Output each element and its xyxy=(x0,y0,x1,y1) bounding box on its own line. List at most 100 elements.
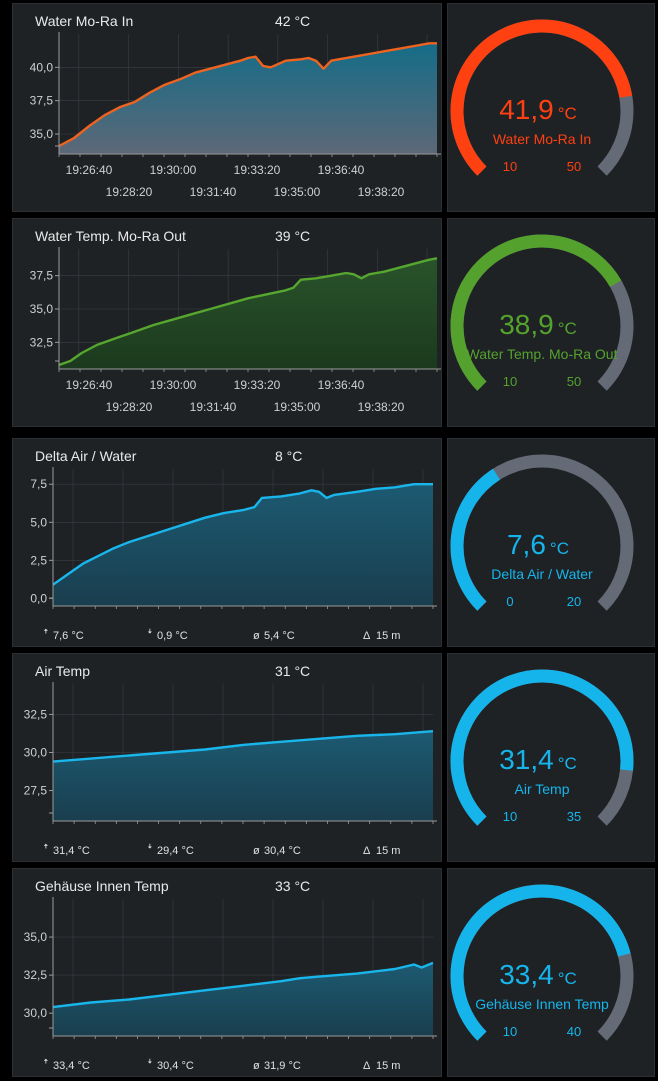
gauge-value-number: 33,4 xyxy=(499,959,554,990)
y-tick-label: 35,0 xyxy=(30,302,54,316)
gauge-unit: °C xyxy=(550,539,569,558)
stat-min: 0,9 °C xyxy=(157,630,188,642)
y-tick-label: 30,0 xyxy=(24,1006,48,1020)
stat-avg: 31,9 °C xyxy=(264,1060,301,1072)
x-tick-label: 19:35:00 xyxy=(274,400,321,414)
stat-max-icon: ꜛ xyxy=(43,1058,49,1072)
stat-span: 15 m xyxy=(376,1060,400,1072)
stat-avg: 5,4 °C xyxy=(264,630,295,642)
gauge-delta-air-water: 7,6 °C Delta Air / Water 0 20 xyxy=(450,454,634,611)
series-area xyxy=(53,731,433,821)
stat-max: 31,4 °C xyxy=(53,845,90,857)
gauge-air-temp: 31,4 °C Air Temp 10 35 xyxy=(450,669,634,826)
series-area xyxy=(53,962,433,1036)
x-tick-label: 19:35:00 xyxy=(274,185,321,199)
gauge-max: 40 xyxy=(567,1024,581,1039)
chart-current-value: 8 °C xyxy=(275,448,303,464)
chart-delta-air-water: 0,0 2,5 5,0 7,5 ꜛ 7,6 °C ꜜ 0,9 °C ø 5,4 °C Δ 15 m xyxy=(30,467,437,642)
gauge-gehaeuse-innen-temp: 33,4 °C Gehäuse Innen Temp 10 40 xyxy=(450,884,634,1041)
chart-water-mora-in: 35,0 37,5 40,0 19:26:40 19:30:00 19:33:20 19:3… xyxy=(30,32,441,199)
y-tick-label: 32,5 xyxy=(24,968,48,982)
gauge-label: Water Mo-Ra In xyxy=(493,131,591,147)
stat-span: 15 m xyxy=(376,845,400,857)
stat-avg-icon: ø xyxy=(253,845,260,857)
x-tick-label: 19:38:20 xyxy=(358,185,405,199)
series-line xyxy=(52,730,434,763)
stat-min: 30,4 °C xyxy=(157,1060,194,1072)
gauge-panel-water-mora-in: 41,9 °C Water Mo-Ra In 10 50 xyxy=(447,3,655,212)
gauge-min: 0 xyxy=(506,594,513,609)
chart-gehaeuse-innen-temp: 30,0 32,5 35,0 ꜛ 33,4 °C ꜜ 30,4 °C ø 31,9 °C Δ 15 … xyxy=(24,897,437,1072)
x-tick-label: 19:26:40 xyxy=(66,378,113,392)
y-tick-label: 0,0 xyxy=(30,591,47,605)
gauge-max: 50 xyxy=(567,159,581,174)
y-tick-label: 27,5 xyxy=(24,784,48,798)
chart-panel-gehaeuse-innen-temp: 30,0 32,5 35,0 ꜛ 33,4 °C ꜜ 30,4 °C ø 31,9 °C Δ 15 … xyxy=(12,868,442,1077)
gauge-value-number: 38,9 xyxy=(499,309,554,340)
gauge-value: 31,4 °C xyxy=(499,744,577,775)
x-tick-label: 19:28:20 xyxy=(106,400,153,414)
chart-title: Water Temp. Mo-Ra Out xyxy=(35,228,186,244)
chart-current-value: 42 °C xyxy=(275,13,311,29)
gauge-panel-air-temp: 31,4 °C Air Temp 10 35 xyxy=(447,653,655,862)
x-tick-label: 19:36:40 xyxy=(318,378,365,392)
chart-current-value: 31 °C xyxy=(275,663,311,679)
x-tick-label: 19:28:20 xyxy=(106,185,153,199)
x-tick-label: 19:31:40 xyxy=(190,185,237,199)
gauge-label: Water Temp. Mo-Ra Out xyxy=(467,346,618,362)
chart-water-mora-out: 32,5 35,0 37,5 19:26:40 19:30:00 19:33:20 19:3… xyxy=(30,247,441,414)
x-tick-label: 19:31:40 xyxy=(190,400,237,414)
chart-air-temp: 27,5 30,0 32,5 ꜛ 31,4 °C ꜜ 29,4 °C ø 30,4 °C Δ 15 … xyxy=(24,682,437,857)
stat-max: 33,4 °C xyxy=(53,1060,90,1072)
gauge-label: Delta Air / Water xyxy=(491,566,593,582)
stat-min-icon: ꜜ xyxy=(147,843,153,857)
chart-panel-water-mora-out: 32,5 35,0 37,5 19:26:40 19:30:00 19:33:20 19:3… xyxy=(12,218,442,427)
stat-span-icon: Δ xyxy=(363,1060,371,1072)
gauge-panel-delta-air-water: 7,6 °C Delta Air / Water 0 20 xyxy=(447,438,655,647)
y-tick-label: 40,0 xyxy=(30,60,54,74)
chart-panel-water-mora-in: 35,0 37,5 40,0 19:26:40 19:30:00 19:33:20 19:3… xyxy=(12,3,442,212)
x-tick-label: 19:30:00 xyxy=(150,378,197,392)
chart-title: Water Mo-Ra In xyxy=(35,13,134,29)
gauge-max: 20 xyxy=(567,594,581,609)
gauge-unit: °C xyxy=(558,754,577,773)
gauge-water-mora-out: 38,9 °C Water Temp. Mo-Ra Out 10 50 xyxy=(450,234,634,391)
chart-title: Air Temp xyxy=(35,663,90,679)
chart-title: Delta Air / Water xyxy=(35,448,137,464)
gauge-max: 50 xyxy=(567,374,581,389)
gauge-value-number: 41,9 xyxy=(499,94,554,125)
gauge-min: 10 xyxy=(503,159,517,174)
stat-min-icon: ꜜ xyxy=(147,1058,153,1072)
y-tick-label: 35,0 xyxy=(30,127,54,141)
series-line xyxy=(52,483,433,586)
series-area xyxy=(53,484,433,606)
stat-max: 7,6 °C xyxy=(53,630,84,642)
gauge-value-number: 31,4 xyxy=(499,744,554,775)
stat-min-icon: ꜜ xyxy=(147,628,153,642)
y-tick-label: 37,5 xyxy=(30,269,54,283)
series-area xyxy=(59,43,437,154)
stat-max-icon: ꜛ xyxy=(43,843,49,857)
gauge-value: 7,6 °C xyxy=(507,529,569,560)
series-area xyxy=(59,258,437,369)
chart-current-value: 33 °C xyxy=(275,878,311,894)
gauge-min: 10 xyxy=(503,374,517,389)
y-tick-label: 32,5 xyxy=(30,335,54,349)
x-tick-label: 19:38:20 xyxy=(358,400,405,414)
x-tick-label: 19:33:20 xyxy=(234,163,281,177)
gauge-fill xyxy=(450,884,631,1041)
gauge-max: 35 xyxy=(567,809,581,824)
y-tick-label: 5,0 xyxy=(30,515,47,529)
series-line xyxy=(58,42,437,148)
stat-avg: 30,4 °C xyxy=(264,845,301,857)
gauge-fill xyxy=(450,19,633,176)
y-tick-label: 35,0 xyxy=(24,930,48,944)
gauge-value-number: 7,6 xyxy=(507,529,546,560)
gauge-unit: °C xyxy=(558,969,577,988)
stat-span: 15 m xyxy=(376,630,400,642)
x-tick-label: 19:30:00 xyxy=(150,163,197,177)
chart-title: Gehäuse Innen Temp xyxy=(35,878,169,894)
gauge-fill xyxy=(450,234,622,391)
stat-avg-icon: ø xyxy=(253,630,260,642)
gauge-unit: °C xyxy=(558,319,577,338)
